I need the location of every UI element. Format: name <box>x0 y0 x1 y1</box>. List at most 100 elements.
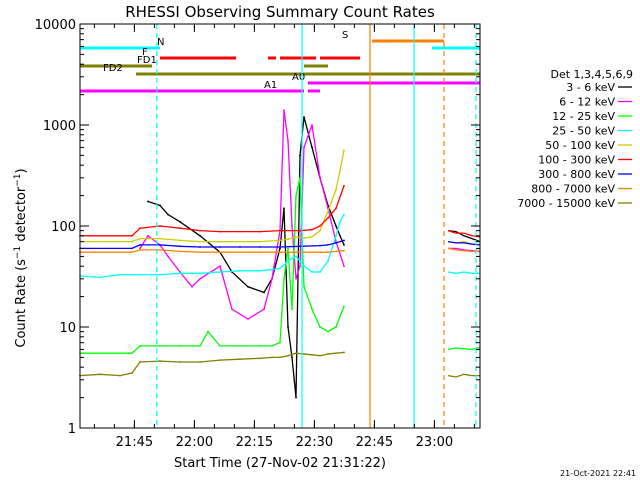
chart-title: RHESSI Observing Summary Count Rates <box>125 3 435 21</box>
data-point-6-12-kev <box>343 265 345 268</box>
data-point-300-800-kev <box>335 242 337 244</box>
data-point-7000-15000-kev <box>343 351 345 354</box>
data-point-6-12-kev <box>191 285 193 288</box>
data-point-800-7000-kev <box>219 251 221 254</box>
data-point-25-50-kev <box>335 234 337 237</box>
data-point-12-25-kev <box>159 344 161 347</box>
data-point-100-300-kev <box>139 227 141 230</box>
data-point-100-300-kev <box>319 225 321 227</box>
data-point-800-7000-kev <box>343 249 345 252</box>
series-line-right-7000-15000-kev <box>447 373 480 378</box>
data-point-6-12-kev <box>287 139 289 142</box>
data-point-25-50-kev <box>139 273 141 276</box>
data-point-25-50-kev <box>219 271 221 273</box>
data-point-100-300-kev <box>311 228 313 231</box>
data-point-800-7000-kev <box>159 248 161 251</box>
data-point-300-800-kev <box>179 245 181 248</box>
series-line-6-12-kev <box>139 110 345 320</box>
legend-label-12-25-kev: 12 - 25 keV <box>552 110 615 123</box>
data-point-800-7000-kev <box>139 248 141 251</box>
data-point-800-7000-kev <box>179 250 181 253</box>
data-point-6-12-kev <box>167 255 169 258</box>
data-point-300-800-kev <box>199 246 201 248</box>
data-point-3-6-kev <box>343 243 345 246</box>
data-point-3-6-kev <box>287 326 289 328</box>
data-point-25-50-kev <box>179 272 181 275</box>
data-point-6-12-kev <box>299 265 301 268</box>
data-point-300-800-kev <box>279 246 281 248</box>
y-axis-label-text: Count Rate (s−1 detector−1) <box>13 168 29 347</box>
ylabel-end: ) <box>14 168 29 173</box>
data-point-25-50-kev <box>259 269 261 272</box>
data-point-6-12-kev <box>147 234 149 237</box>
legend-label-6-12-kev: 6 - 12 keV <box>559 96 615 109</box>
data-point-12-25-kev <box>207 330 209 333</box>
data-point-25-50-kev <box>287 260 289 262</box>
data-point-6-12-kev <box>247 318 249 320</box>
data-point-6-12-kev <box>139 247 141 250</box>
data-point-300-800-kev <box>239 246 241 248</box>
data-point-3-6-kev <box>291 356 293 359</box>
flag-label-n: N <box>157 37 164 48</box>
data-point-25-50-kev <box>311 271 313 273</box>
data-point-3-6-kev <box>159 204 161 207</box>
data-point-7000-15000-kev <box>139 361 141 363</box>
data-point-6-12-kev <box>283 109 285 112</box>
data-point-3-6-kev <box>335 225 337 227</box>
flag-label-s: S <box>342 30 348 41</box>
data-point-50-100-kev <box>179 239 181 242</box>
data-point-3-6-kev <box>339 234 341 237</box>
data-point-800-7000-kev <box>327 251 329 254</box>
series-line-right-25-50-kev <box>447 271 480 274</box>
series-line-50-100-kev <box>80 150 345 243</box>
data-point-3-6-kev <box>283 207 285 210</box>
data-point-7000-15000-kev <box>335 352 337 355</box>
data-point-100-300-kev <box>199 229 201 232</box>
plot-data <box>79 109 481 399</box>
data-point-100-300-kev <box>279 229 281 232</box>
legend-label-25-50-kev: 25 - 50 keV <box>552 125 615 138</box>
data-point-3-6-kev <box>199 234 201 237</box>
flag-label-fd1: FD1 <box>137 55 157 66</box>
legend-label-50-100-kev: 50 - 100 keV <box>545 139 615 152</box>
legend-label-300-800-kev: 300 - 800 keV <box>538 168 615 181</box>
ylabel-mid: detector <box>14 186 29 246</box>
flag-label-fd2: FD2 <box>103 63 123 74</box>
data-point-12-25-kev <box>291 308 293 311</box>
data-point-12-25-kev <box>327 330 329 333</box>
x-tick-label: 22:15 <box>236 435 273 450</box>
data-point-100-300-kev <box>219 230 221 233</box>
data-point-800-7000-kev <box>319 251 321 254</box>
data-point-3-6-kev <box>147 200 149 203</box>
data-point-100-300-kev <box>179 227 181 230</box>
data-point-300-800-kev <box>299 245 301 248</box>
data-point-12-25-kev <box>179 344 181 347</box>
x-axis-label: Start Time (27-Nov-02 21:31:22) <box>174 456 386 471</box>
data-point-800-7000-kev <box>299 251 301 254</box>
data-point-50-100-kev <box>199 240 201 243</box>
data-point-6-12-kev <box>295 277 297 280</box>
data-point-25-50-kev <box>295 255 297 258</box>
ylabel-main: Count Rate (s <box>14 259 29 348</box>
data-point-6-12-kev <box>199 277 201 280</box>
data-point-800-7000-kev <box>239 251 241 254</box>
data-point-12-25-kev <box>139 344 141 347</box>
data-point-12-25-kev <box>219 344 221 347</box>
data-point-12-25-kev <box>271 344 273 347</box>
data-point-100-300-kev <box>259 230 261 233</box>
x-tick-label: 22:00 <box>176 435 213 450</box>
axes: 21:45 22:00 22:15 22:30 22:45 23:00 1 10 100 1000… <box>35 18 480 450</box>
data-point-7000-15000-kev <box>179 361 181 363</box>
y-tick-label: 10 <box>59 321 76 336</box>
data-point-100-300-kev <box>327 217 329 219</box>
data-point-25-50-kev <box>319 271 321 273</box>
data-point-7000-15000-kev <box>131 372 133 374</box>
x-tick-label: 23:00 <box>416 435 453 450</box>
data-point-7000-15000-kev <box>259 357 261 360</box>
x-tick-label: 21:45 <box>116 435 153 450</box>
data-point-3-6-kev <box>311 146 313 149</box>
data-point-100-300-kev <box>239 230 241 233</box>
ylabel-sup2: −1 <box>13 173 23 186</box>
data-point-25-50-kev <box>199 272 201 275</box>
